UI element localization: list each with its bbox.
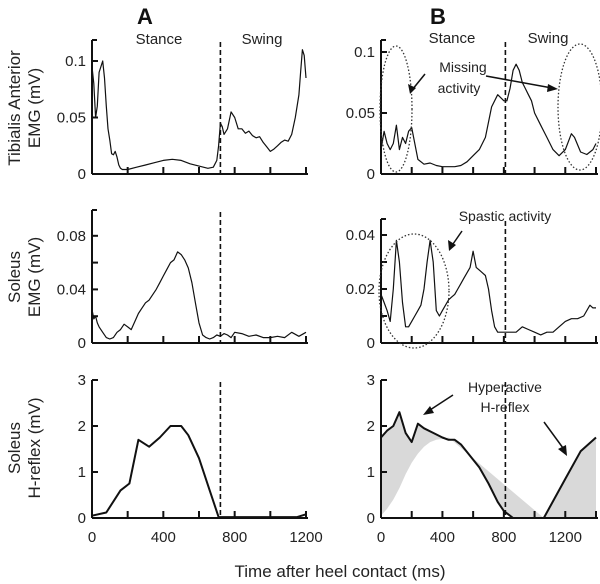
ylabel-h-line2: H-reflex (mV) [25, 397, 44, 498]
series-line [91, 49, 307, 171]
annotation-missing-label-2: activity [438, 80, 481, 96]
arrowhead-missing-right [547, 84, 558, 92]
arrow-spastic [452, 230, 463, 245]
y-tick-label: 0 [367, 335, 375, 352]
ellipse-missing-stance [379, 45, 413, 173]
arrowhead-spastic [448, 240, 456, 251]
y-tick-label: 3 [367, 372, 375, 389]
y-tick-label: 0 [78, 510, 86, 527]
ylabel-ta-line1: Tibialis Anterior [5, 50, 24, 166]
x-tick-label: 0 [88, 529, 96, 546]
y-tick-label: 1 [367, 464, 375, 481]
x-tick-label: 400 [151, 529, 176, 546]
series-line [91, 425, 307, 519]
x-tick-label: 1200 [549, 529, 582, 546]
arrowhead-hyper-left [423, 406, 434, 415]
y-tick-label: 0.04 [346, 227, 375, 244]
panel-letter-b: B [430, 4, 446, 29]
series-line [380, 411, 597, 519]
plot-b-sol: 0 0.02 0.04 [346, 218, 598, 352]
phase-swing-b: Swing [528, 30, 569, 47]
plot-a-sol: 0 0.04 0.08 [57, 209, 308, 352]
arrow-hyper-left [429, 394, 454, 411]
ylabel-h-line1: Soleus [5, 422, 24, 474]
arrow-missing-right [485, 75, 553, 89]
annotation-hyperactive-hreflex: Hyperactive H-reflex [423, 379, 567, 456]
y-tick-label: 0.1 [65, 53, 86, 70]
series-line [91, 251, 307, 340]
ellipse-spastic [378, 233, 450, 349]
y-tick-label: 0.05 [346, 105, 375, 122]
plot-a-h: 0 1 2 3 0 400 800 1200 [78, 372, 323, 546]
ylabel-ta-line2: EMG (mV) [25, 68, 44, 148]
y-tick-label: 0 [367, 166, 375, 183]
annotation-missing-label-1: Missing [439, 59, 486, 75]
plot-b-h: 0 1 2 3 0 400 800 1200 [367, 372, 598, 546]
y-tick-label: 0.02 [346, 281, 375, 298]
x-tick-label: 800 [222, 529, 247, 546]
annotation-hyper-label-1: Hyperactive [468, 379, 542, 395]
y-tick-label: 2 [367, 418, 375, 435]
y-tick-label: 1 [78, 464, 86, 481]
phase-stance-b: Stance [429, 30, 476, 47]
x-tick-label: 1200 [289, 529, 322, 546]
ellipse-missing-swing [557, 43, 600, 171]
ylabel-sol-line2: EMG (mV) [25, 237, 44, 317]
annotation-spastic-label: Spastic activity [459, 208, 552, 224]
arrowhead-hyper-right [558, 445, 567, 456]
annotation-hyper-label-2: H-reflex [480, 399, 529, 415]
y-tick-label: 0 [367, 510, 375, 527]
series-line [380, 63, 597, 168]
phase-swing-a: Swing [242, 31, 283, 48]
arrow-hyper-right [543, 421, 564, 449]
plot-a-ta: 0 0.05 0.1 [57, 39, 308, 183]
x-axis-label: Time after heel contact (ms) [235, 562, 446, 581]
y-tick-label: 3 [78, 372, 86, 389]
x-tick-label: 800 [491, 529, 516, 546]
y-tick-label: 0.04 [57, 281, 86, 298]
annotation-missing-activity: Missing activity [379, 43, 600, 173]
panel-letter-a: A [137, 4, 153, 29]
y-tick-label: 0.1 [354, 44, 375, 61]
arrowhead-missing-left [408, 84, 416, 94]
y-tick-label: 0.08 [57, 228, 86, 245]
x-tick-label: 400 [430, 529, 455, 546]
y-tick-label: 0 [78, 166, 86, 183]
ylabel-sol-line1: Soleus [5, 251, 24, 303]
x-tick-label: 0 [377, 529, 385, 546]
annotation-spastic-activity: Spastic activity [378, 208, 552, 349]
y-tick-label: 2 [78, 418, 86, 435]
series-line [380, 239, 596, 336]
y-tick-label: 0.05 [57, 110, 86, 127]
plot-b-ta: 0 0.05 0.1 [346, 39, 598, 183]
shaded-area [381, 412, 596, 518]
phase-stance-a: Stance [136, 31, 183, 48]
y-tick-label: 0 [78, 335, 86, 352]
